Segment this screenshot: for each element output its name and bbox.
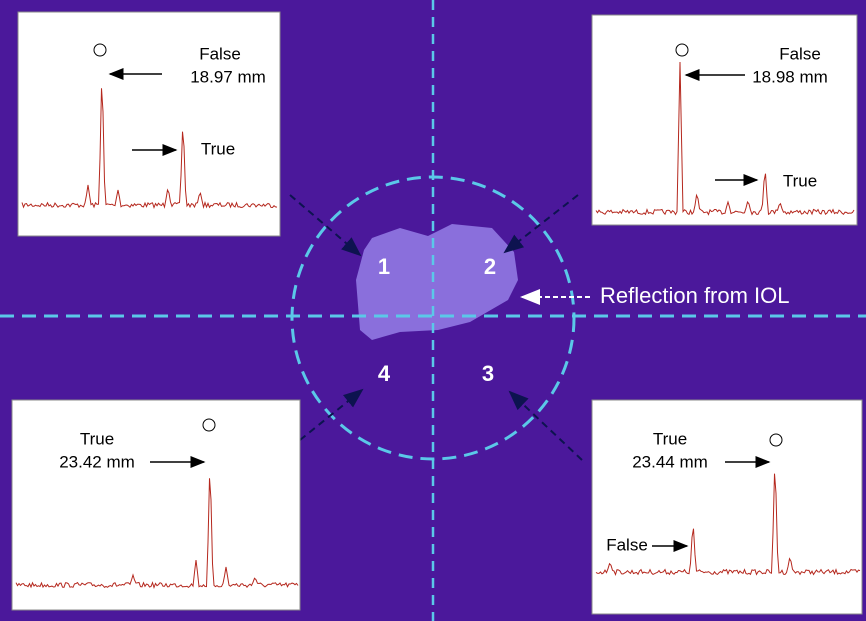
marker-circle [769,433,783,447]
panel-measurement: 23.42 mm [59,452,135,471]
marker-circle [675,43,689,57]
panel-measurement: 23.44 mm [632,452,708,471]
panel-title: True [80,429,114,448]
panel-title: False [199,44,241,63]
panel-secondary: True [783,171,817,190]
pointer-arrow [299,388,364,441]
pupil-circle [290,175,576,461]
pointer-arrow [508,390,583,461]
panel [591,399,863,615]
panel-measurement: 18.97 mm [190,67,266,86]
panel-secondary: True [201,139,235,158]
panel-measurement: 18.98 mm [752,67,828,86]
quadrant-number: 2 [484,254,496,279]
pointer-arrow [289,194,362,257]
pointer-arrow [503,194,579,254]
panel [17,11,281,237]
panel [591,14,858,226]
panel [11,399,301,611]
quadrant-number: 3 [482,361,494,386]
signal-trace [21,88,278,209]
panels: False 18.97 mm True False 18.98 mm True … [11,11,863,615]
signal-trace [15,478,299,590]
panel-title: False [779,44,821,63]
panel-title: True [653,429,687,448]
panel-secondary: False [606,535,648,554]
quadrant-number: 1 [378,254,390,279]
quadrant-number: 4 [378,361,391,386]
iol-reflection-area [356,224,518,340]
reflection-label: Reflection from IOL [600,283,790,308]
signal-trace [595,473,861,576]
signal-trace [595,61,855,216]
marker-circle [93,43,107,57]
marker-circle [202,418,216,432]
